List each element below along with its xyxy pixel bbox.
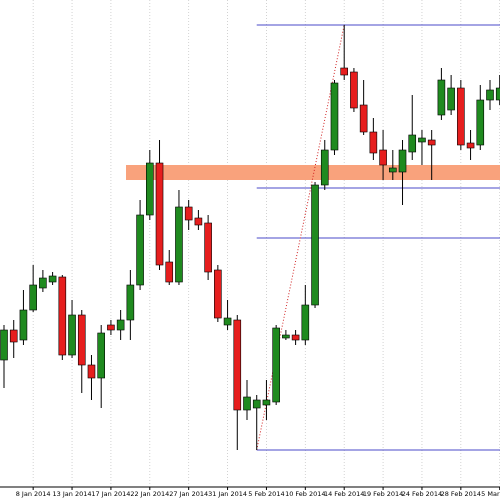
candle-body [330,82,339,151]
x-tick-label: 10 Feb 2014 [285,490,325,498]
candle-body [155,162,164,266]
x-tick-label: 14 Feb 2014 [324,490,364,498]
x-tick-label: 19 Feb 2014 [363,490,403,498]
candle-body [457,87,465,146]
candle-body [398,149,407,173]
x-tick-label: 13 Jan 2014 [53,490,92,498]
candle-body [388,167,397,173]
candle-body [379,149,387,166]
candle-body [252,399,261,409]
candle-body [9,329,18,343]
candle-body [68,314,76,356]
x-tick-label: 22 Jan 2014 [130,490,169,498]
candle-body [165,261,174,283]
candle-body [476,99,485,146]
candle-body [136,214,144,286]
candle-body [77,314,86,366]
candle-body [214,269,222,319]
support-zone [126,165,500,180]
candle-body [320,149,329,186]
x-tick-label: 31 Jan 2014 [208,490,247,498]
x-tick-label: 28 Feb 2014 [441,490,481,498]
candle-body [29,284,37,311]
candle-body [466,142,475,149]
x-tick-label: 27 Jan 2014 [169,490,208,498]
candle-body [447,87,455,111]
x-tick-label: 8 Jan 2014 [16,490,51,498]
candle-body [194,217,203,226]
candle-body [87,364,96,379]
candle-body [359,104,368,133]
candle-body [301,304,310,341]
candle-body [408,134,417,153]
candle-body [184,206,193,221]
candle-body [437,79,446,116]
candle-body [369,131,378,154]
candle-body [19,309,28,341]
candle-body [291,334,300,341]
candle-body [311,184,319,306]
candle-body [350,71,358,109]
candle-body [116,319,125,331]
candle-body [126,284,135,321]
candle-body [418,137,426,143]
candle-body [175,206,183,283]
candle-body [107,324,115,331]
candle-body [243,396,251,411]
trend-line [256,24,345,451]
x-tick-label: 5 Mar 2014 [481,490,500,498]
candle-body [262,399,271,406]
candle-body [495,87,500,101]
x-tick-label: 17 Jan 2014 [91,490,130,498]
candle-body [223,317,232,326]
candle-body [0,329,8,361]
candle-body [97,332,105,379]
candle-body [204,222,212,273]
candle-body [146,162,154,216]
candle-body [233,319,242,411]
candle-body [39,277,47,289]
x-tick-label: 5 Feb 2014 [248,490,284,498]
candle-body [282,334,290,339]
candle-body [427,139,436,146]
candle-body [340,67,349,76]
candle-body [272,327,280,403]
candle-body [48,275,57,283]
candle-body [58,276,67,356]
candle-body [486,89,494,101]
x-tick-label: 24 Feb 2014 [402,490,442,498]
